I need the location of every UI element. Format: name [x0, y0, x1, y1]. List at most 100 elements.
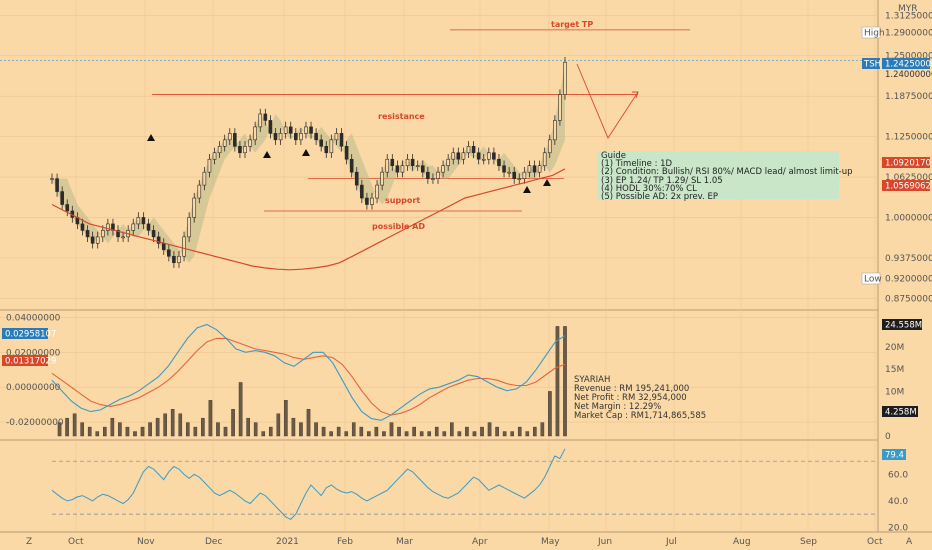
- price-tick-label: 0.87500000: [885, 294, 932, 304]
- volume-tick-label: 0: [885, 432, 891, 442]
- candle-body: [121, 236, 125, 239]
- axes: 1.31250000 1.25000000 1.18750000 1.12500000…: [6, 11, 932, 547]
- volume-bar: [284, 400, 288, 437]
- candle-body: [146, 223, 151, 231]
- volume-bar: [389, 422, 394, 437]
- volume-bar: [208, 400, 213, 437]
- candle-body: [253, 126, 257, 141]
- grid: [0, 0, 932, 533]
- signal-triangle: [543, 179, 551, 186]
- rsi-badge: 79.4: [882, 449, 906, 461]
- high-badge-value: 1.29000000: [885, 29, 932, 39]
- ma-fast-badge: 1.09201707: [882, 157, 932, 169]
- volume-bar: [238, 382, 243, 437]
- volume-bar: [548, 391, 552, 437]
- candle-body: [222, 139, 227, 147]
- time-tick-label: Feb: [337, 537, 353, 547]
- volume-bar: [80, 422, 84, 437]
- rsi-tick-label: 40.0: [888, 497, 908, 507]
- candle-body: [410, 158, 415, 167]
- volume-bar: [465, 426, 469, 437]
- time-tick-label: 2021: [276, 537, 299, 547]
- possible-ad-label: possible AD: [372, 222, 425, 231]
- candle-body: [385, 158, 390, 173]
- volume-value: 24.558M: [885, 321, 922, 331]
- rsi-tick-label: 20.0: [888, 523, 908, 533]
- candle-body: [420, 165, 425, 173]
- candle-body: [436, 171, 440, 179]
- volume-bar: [525, 431, 530, 437]
- candle-body: [451, 152, 456, 160]
- volume-bar: [118, 422, 122, 437]
- footer-right-label[interactable]: A: [906, 537, 913, 547]
- volume-bar: [450, 422, 454, 437]
- time-tick-label: Oct: [867, 537, 883, 547]
- fund-line: Net Margin : 12.29%: [574, 402, 662, 412]
- candle-body: [405, 158, 410, 167]
- volume-bar: [510, 431, 514, 437]
- candle-body: [344, 145, 349, 160]
- fund-line: SYARIAH: [574, 375, 611, 385]
- candle-body: [238, 145, 242, 154]
- candle-body: [324, 145, 329, 154]
- candle-body: [309, 126, 313, 134]
- volume-bar: [314, 422, 318, 437]
- candle-body: [258, 113, 263, 128]
- candle-body: [517, 178, 522, 180]
- candle-body: [329, 139, 334, 154]
- macd-value: 0.02958107: [5, 330, 56, 340]
- footer-left-label[interactable]: Z: [26, 537, 32, 547]
- volume-bar: [472, 431, 477, 437]
- price-tick-label: 1.25000000: [885, 52, 932, 62]
- candle-body: [456, 152, 461, 160]
- volume-bar: [299, 422, 303, 437]
- candle-body: [375, 184, 379, 199]
- volume-bar: [487, 422, 492, 437]
- volume-bar: [170, 409, 175, 437]
- volume-bar: [201, 417, 205, 437]
- candle-body: [527, 165, 532, 173]
- volume-bar: [87, 426, 92, 437]
- signal-triangle: [263, 151, 271, 158]
- signal-badge: 0.01317029: [2, 355, 56, 367]
- volume-bar: [148, 422, 152, 437]
- candle-body: [542, 152, 547, 167]
- candle-body: [299, 133, 303, 141]
- fundamentals-note: SYARIAH Revenue : RM 195,241,000 Net Pro…: [574, 376, 706, 421]
- volume-bar: [193, 426, 198, 437]
- time-tick-label: May: [541, 537, 560, 547]
- candle-body: [90, 236, 95, 244]
- volume-bar: [434, 426, 439, 437]
- volume-tick-label: 10M: [885, 387, 904, 397]
- volume-bar: [495, 426, 499, 437]
- volume-bar: [321, 426, 326, 437]
- candle-body: [461, 152, 466, 160]
- fund-line: Net Profit : RM 32,954,000: [574, 393, 687, 403]
- price-tick-label: 1.12500000: [885, 133, 932, 143]
- volume-bar: [95, 431, 100, 437]
- candle-body: [243, 145, 247, 154]
- volume-bar: [223, 426, 228, 437]
- candle-body: [319, 139, 323, 147]
- candle-body: [106, 223, 110, 231]
- candle-body: [278, 133, 283, 141]
- candle-body: [431, 178, 435, 180]
- guide-line: (4) HODL 30%:70% CL: [601, 183, 697, 194]
- volume-bar: [155, 417, 160, 437]
- volume-bar: [140, 426, 145, 437]
- volume-bar: [110, 417, 115, 437]
- rsi-line: [51, 448, 566, 521]
- symbol-badge: TSH: [863, 60, 881, 70]
- macd-tick-label: -0.02000000: [6, 418, 64, 428]
- time-tick-label: Jul: [665, 537, 677, 547]
- volume-avg-badge: 4.258M: [882, 406, 918, 418]
- candle-body: [349, 158, 354, 173]
- candle-body: [80, 223, 85, 231]
- candle-body: [167, 249, 171, 257]
- last-price-badge: TSH 1.24250000 1.24000000: [862, 58, 932, 80]
- volume-bar: [533, 426, 537, 437]
- high-badge-label: High: [864, 29, 885, 39]
- candle-body: [471, 145, 476, 154]
